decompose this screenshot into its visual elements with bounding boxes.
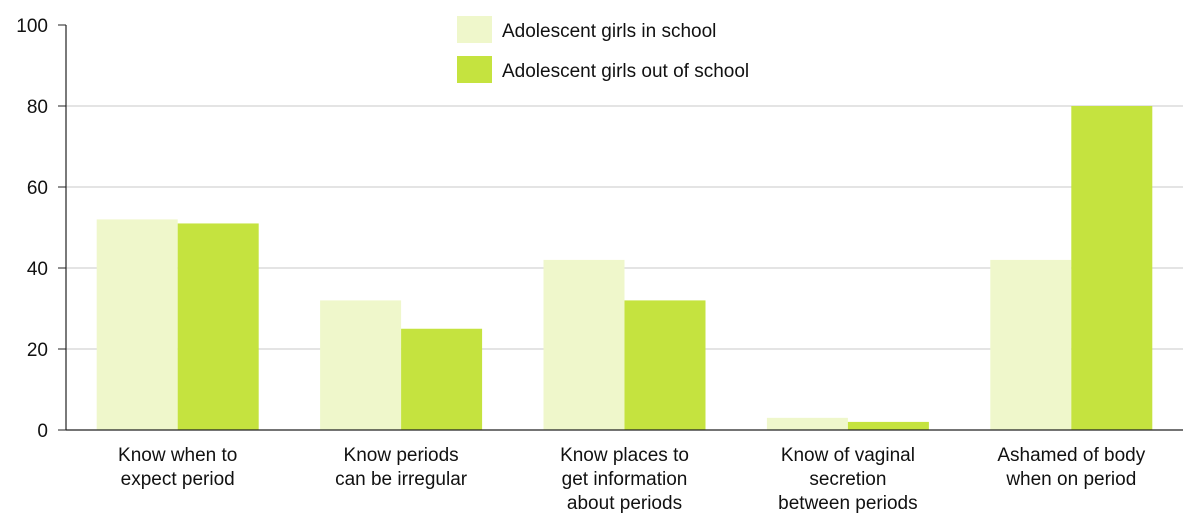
- bar: [96, 219, 178, 430]
- x-tick-label: Know when to expect period: [118, 445, 237, 490]
- bar: [543, 259, 625, 430]
- x-tick-label-line: Know of vaginal: [781, 445, 915, 466]
- x-tick-label-line: Know periods: [344, 445, 459, 466]
- bar: [990, 259, 1072, 430]
- x-tick-label: Ashamed of body when on period: [997, 445, 1145, 490]
- x-tick-label-line: get information: [562, 469, 688, 490]
- y-tick-label: 80: [27, 97, 48, 118]
- bar: [847, 421, 929, 430]
- y-tick-label: 40: [27, 259, 48, 280]
- x-tick-label-line: secretion: [809, 469, 886, 490]
- x-tick-label: Know periods can be irregular: [335, 445, 468, 490]
- bar: [320, 300, 402, 430]
- bar: [177, 223, 259, 430]
- x-tick-label-line: can be irregular: [335, 469, 468, 490]
- axes: [58, 24, 1183, 431]
- y-tick-label: 60: [27, 178, 48, 199]
- bar: [766, 417, 848, 430]
- x-tick-label-line: Know when to: [118, 445, 237, 466]
- legend-swatch: [457, 56, 492, 83]
- bar: [1071, 106, 1153, 430]
- legend-label: Adolescent girls out of school: [502, 61, 749, 82]
- bar: [624, 300, 706, 430]
- legend: Adolescent girls in school Adolescent gir…: [457, 16, 749, 83]
- y-tick-label: 20: [27, 340, 48, 361]
- y-tick-label: 100: [16, 16, 48, 37]
- x-tick-label-line: Know places to: [560, 445, 689, 466]
- x-tick-label-line: expect period: [121, 469, 235, 490]
- legend-swatch: [457, 16, 492, 43]
- bars: [96, 106, 1153, 430]
- x-tick-label: Know places to get information about perio…: [560, 445, 689, 514]
- x-tick-label-line: about periods: [567, 493, 682, 514]
- bar: [401, 328, 483, 430]
- x-tick-label-line: Ashamed of body: [997, 445, 1145, 466]
- x-tick-label-line: between periods: [778, 493, 917, 514]
- x-tick-label-line: when on period: [1005, 469, 1136, 490]
- legend-label: Adolescent girls in school: [502, 21, 716, 42]
- y-tick-label: 0: [37, 421, 48, 442]
- x-tick-label: Know of vaginal secretion between periods: [778, 445, 917, 514]
